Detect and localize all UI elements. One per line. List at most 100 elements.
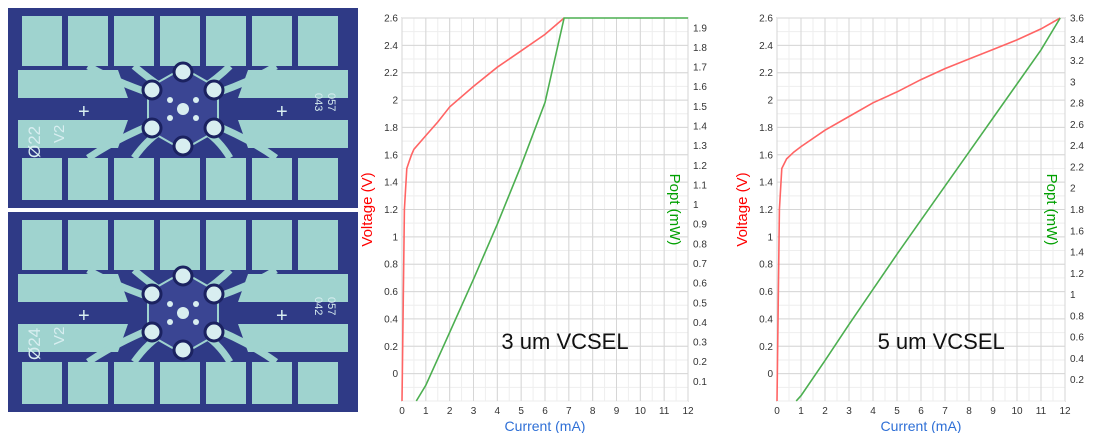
- y2-tick-label: 1.3: [693, 141, 707, 152]
- y-axis-label: Voltage (V): [735, 172, 751, 246]
- y-tick-label: 2.2: [384, 68, 398, 79]
- y2-tick-label: 1.4: [1070, 248, 1084, 259]
- liv-chart-5um: 0 1 2 3 4 5 6 7 8 9 10 11 1200.20.40.60.811.21.41.61…: [735, 14, 1084, 434]
- y-tick-label: 1.2: [384, 205, 398, 216]
- y2-tick-label: 0.2: [693, 357, 707, 368]
- liv-chart-3um: 0 1 2 3 4 5 6 7 8 9 10 11 1200.20.40.60.811.21.41.61…: [360, 14, 707, 434]
- chip-bottom-plus-left: +: [78, 305, 90, 327]
- x-axis-label: Current (mA): [505, 418, 586, 433]
- x-tick-label: 4: [495, 406, 501, 417]
- y-axis-label: Voltage (V): [360, 172, 376, 246]
- chip-bottom-code-b: 042: [312, 297, 324, 315]
- chip-top-plus-left: +: [78, 101, 90, 123]
- y-tick-label: 0.4: [759, 314, 773, 325]
- y-tick-label: 2.6: [759, 14, 773, 25]
- x-axis-label: Current (mA): [881, 418, 962, 433]
- device-annotation: 3 um VCSEL: [501, 329, 628, 354]
- y2-tick-label: 1.7: [693, 63, 707, 74]
- chip-bottom-version-label: V2: [51, 327, 68, 345]
- x-tick-label: 10: [635, 406, 647, 417]
- y-tick-label: 2.4: [759, 41, 773, 52]
- y-tick-label: 0: [767, 369, 773, 380]
- y-tick-label: 0.8: [759, 260, 773, 271]
- y2-tick-label: 2.2: [1070, 162, 1084, 173]
- y2-tick-label: 1.6: [1070, 226, 1084, 237]
- device-annotation: 5 um VCSEL: [878, 329, 1005, 354]
- x-tick-label: 9: [614, 406, 620, 417]
- chip-bottom-plus-right: +: [276, 305, 288, 327]
- y2-tick-label: 1.1: [693, 180, 707, 191]
- y2-axis-label: Popt (mW): [666, 174, 683, 246]
- x-tick-label: 5: [518, 406, 524, 417]
- y-tick-label: 2.4: [384, 41, 398, 52]
- y-tick-label: 0.6: [384, 287, 398, 298]
- x-tick-label: 7: [942, 406, 948, 417]
- y2-tick-label: 3.2: [1070, 56, 1084, 67]
- voltage-series-line: [401, 17, 565, 402]
- chip-top-code-a: 057: [325, 93, 337, 111]
- x-tick-label: 8: [590, 406, 596, 417]
- y2-tick-label: 3.4: [1070, 35, 1084, 46]
- x-tick-label: 11: [1036, 406, 1047, 417]
- chip-bottom: Ø24 V2 + + 057 042: [8, 212, 358, 412]
- x-tick-label: 0: [399, 406, 405, 417]
- x-tick-label: 3: [846, 406, 852, 417]
- y2-tick-label: 1: [1070, 290, 1076, 301]
- y2-tick-label: 2.8: [1070, 99, 1084, 110]
- y-tick-label: 1.2: [759, 205, 773, 216]
- y2-tick-label: 0.7: [693, 259, 707, 270]
- grid-major: [776, 17, 1066, 401]
- y-tick-label: 0.6: [759, 287, 773, 298]
- x-tick-label: 0: [774, 406, 780, 417]
- x-tick-label: 2: [447, 406, 453, 417]
- y-tick-label: 0.2: [759, 342, 773, 353]
- y-tick-label: 0.4: [384, 314, 398, 325]
- y2-tick-label: 0.9: [693, 220, 707, 231]
- y2-tick-label: 0.6: [693, 279, 707, 290]
- popt-series-line: [415, 17, 688, 402]
- x-tick-label: 9: [990, 406, 996, 417]
- x-tick-label: 3: [471, 406, 477, 417]
- y-tick-label: 1: [392, 232, 398, 243]
- y2-tick-label: 1.4: [693, 122, 707, 133]
- y-tick-label: 0.8: [384, 260, 398, 271]
- y2-tick-label: 1.9: [693, 23, 707, 34]
- x-tick-label: 10: [1011, 406, 1023, 417]
- x-tick-label: 6: [918, 406, 924, 417]
- x-tick-label: 5: [894, 406, 900, 417]
- y2-tick-label: 2.4: [1070, 141, 1084, 152]
- y2-tick-label: 0.1: [693, 377, 707, 388]
- y2-tick-label: 0.2: [1070, 375, 1084, 386]
- voltage-series-line: [776, 17, 1061, 402]
- y-tick-label: 2.2: [759, 68, 773, 79]
- x-tick-label: 8: [966, 406, 972, 417]
- x-tick-label: 2: [822, 406, 828, 417]
- y-tick-label: 2.6: [384, 14, 398, 25]
- chip-top-diameter-label: Ø22: [25, 126, 44, 158]
- y2-tick-label: 3: [1070, 77, 1076, 88]
- chip-top-version-label: V2: [51, 125, 68, 143]
- x-tick-label: 4: [870, 406, 876, 417]
- y-tick-label: 1: [767, 232, 773, 243]
- y-tick-label: 1.6: [384, 150, 398, 161]
- x-tick-label: 6: [542, 406, 548, 417]
- chip-bottom-code-a: 057: [325, 297, 337, 315]
- popt-series-line: [795, 17, 1061, 402]
- chip-top-plus-right: +: [276, 101, 288, 123]
- y2-axis-label: Popt (mW): [1043, 174, 1060, 246]
- grid-major: [401, 17, 689, 401]
- y2-tick-label: 0.4: [1070, 354, 1084, 365]
- y-tick-label: 1.6: [759, 150, 773, 161]
- y2-tick-label: 2.6: [1070, 120, 1084, 131]
- y2-tick-label: 1.5: [693, 102, 707, 113]
- y2-tick-label: 3.6: [1070, 14, 1084, 25]
- chip-top-code-b: 043: [312, 93, 324, 111]
- chip-bottom-diameter-label: Ø24: [25, 328, 44, 360]
- y2-tick-label: 0.4: [693, 318, 707, 329]
- y2-tick-label: 1.2: [1070, 269, 1084, 280]
- y2-tick-label: 1.6: [693, 82, 707, 93]
- y2-tick-label: 0.8: [1070, 311, 1084, 322]
- y2-tick-label: 0.8: [693, 239, 707, 250]
- y-tick-label: 0: [392, 369, 398, 380]
- y-tick-label: 2: [767, 96, 773, 107]
